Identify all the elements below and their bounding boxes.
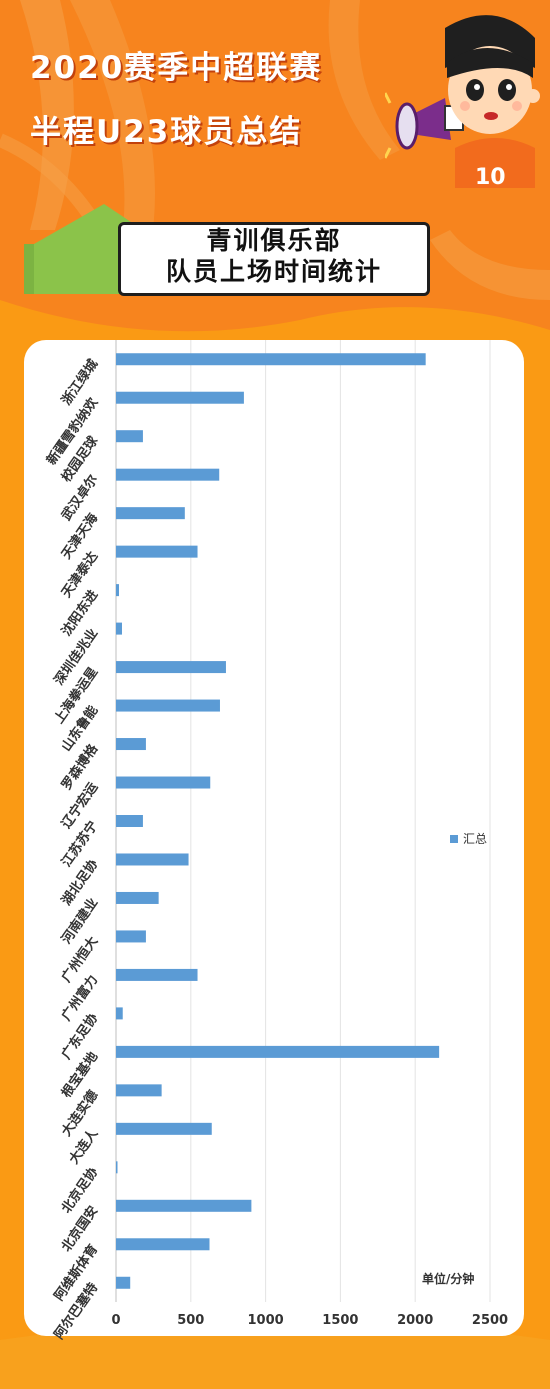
- x-tick-label: 2500: [472, 1313, 508, 1328]
- bar: [116, 1199, 252, 1212]
- chart-panel: [24, 340, 524, 1336]
- bar: [116, 391, 244, 404]
- page-title-line2: 半程U23球员总结: [30, 114, 303, 150]
- x-tick-label: 0: [111, 1313, 120, 1328]
- bar: [116, 545, 198, 558]
- bar: [116, 1238, 210, 1251]
- bar: [116, 738, 146, 751]
- subtitle-box: 青训俱乐部 队员上场时间统计: [118, 222, 430, 296]
- bar: [116, 1122, 212, 1135]
- bar: [116, 353, 426, 366]
- bar: [116, 699, 220, 712]
- subtitle-line2: 队员上场时间统计: [165, 257, 382, 286]
- bar: [116, 1161, 118, 1174]
- green-tab-decoration: [24, 204, 134, 294]
- subtitle-line1: 青训俱乐部: [206, 226, 342, 255]
- bar: [116, 584, 119, 597]
- bar: [116, 507, 185, 520]
- chart-legend: 汇总: [450, 830, 487, 847]
- bar: [116, 1084, 162, 1097]
- x-tick-label: 1000: [248, 1313, 284, 1328]
- bar: [116, 815, 143, 827]
- bar: [116, 622, 122, 635]
- megaphone-icon: [385, 92, 464, 159]
- x-tick-label: 500: [177, 1313, 204, 1328]
- bar: [116, 430, 143, 443]
- legend-swatch: [450, 834, 458, 843]
- bar: [116, 853, 189, 866]
- unit-label: 单位/分钟: [422, 1272, 475, 1286]
- legend-label: 汇总: [463, 832, 488, 846]
- bar: [116, 661, 226, 674]
- bar: [116, 1045, 440, 1058]
- x-tick-label: 2000: [397, 1313, 433, 1328]
- bar: [116, 930, 146, 943]
- x-tick-label: 1500: [322, 1313, 358, 1328]
- bar: [116, 968, 198, 981]
- jersey-number: 10: [475, 165, 506, 188]
- mascot-illustration: 10: [385, 15, 540, 188]
- bar: [116, 1276, 131, 1289]
- page-title-line1: 2020赛季中超联赛: [30, 50, 323, 86]
- bar: [116, 776, 211, 789]
- bar: [116, 891, 159, 904]
- bar: [116, 1007, 123, 1020]
- bar: [116, 468, 220, 481]
